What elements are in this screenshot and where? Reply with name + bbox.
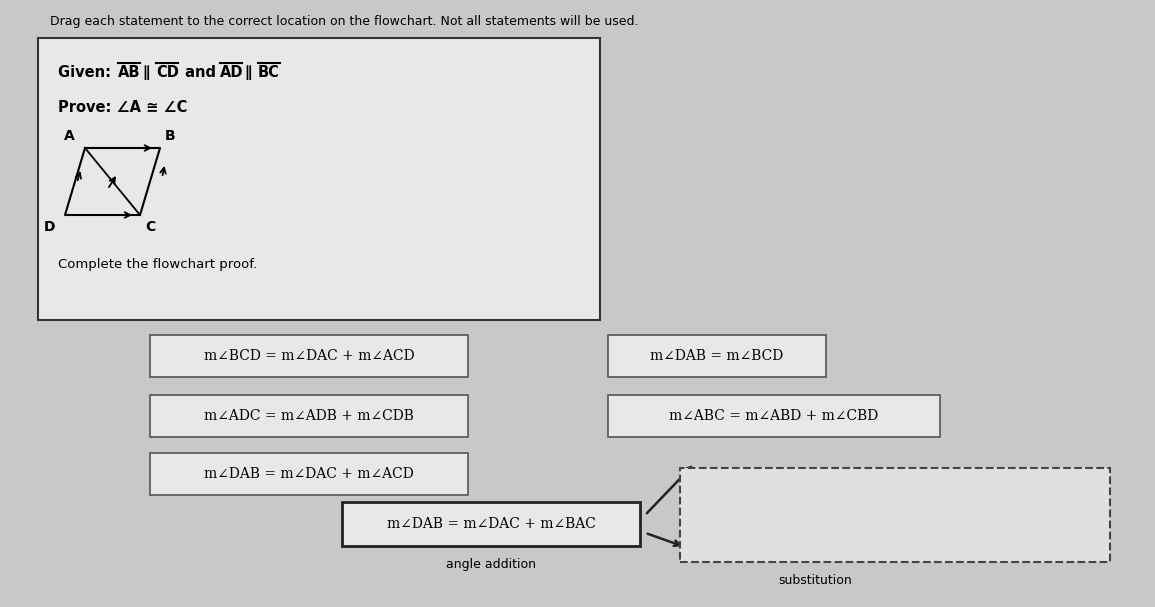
Text: m∠ABC = m∠ABD + m∠CBD: m∠ABC = m∠ABD + m∠CBD — [670, 409, 879, 423]
Text: Prove: ∠A ≅ ∠C: Prove: ∠A ≅ ∠C — [58, 100, 187, 115]
FancyBboxPatch shape — [150, 395, 468, 437]
FancyBboxPatch shape — [608, 395, 940, 437]
FancyBboxPatch shape — [680, 468, 1110, 562]
Text: ∥: ∥ — [142, 65, 149, 80]
Text: Complete the flowchart proof.: Complete the flowchart proof. — [58, 258, 258, 271]
FancyBboxPatch shape — [150, 335, 468, 377]
Text: and: and — [180, 65, 221, 80]
Text: AB: AB — [118, 65, 141, 80]
Text: BC: BC — [258, 65, 280, 80]
Text: m∠DAB = m∠BCD: m∠DAB = m∠BCD — [650, 349, 783, 363]
Text: m∠ADC = m∠ADB + m∠CDB: m∠ADC = m∠ADB + m∠CDB — [204, 409, 413, 423]
FancyBboxPatch shape — [150, 453, 468, 495]
Text: Given:: Given: — [58, 65, 117, 80]
Text: m∠DAB = m∠DAC + m∠BAC: m∠DAB = m∠DAC + m∠BAC — [387, 517, 596, 531]
Text: angle addition: angle addition — [446, 558, 536, 571]
Text: B: B — [165, 129, 176, 143]
Text: ∥: ∥ — [244, 65, 252, 80]
Text: CD: CD — [156, 65, 179, 80]
Text: substitution: substitution — [778, 574, 852, 587]
FancyBboxPatch shape — [608, 335, 826, 377]
Text: A: A — [65, 129, 75, 143]
Text: m∠DAB = m∠DAC + m∠ACD: m∠DAB = m∠DAC + m∠ACD — [204, 467, 413, 481]
Text: Drag each statement to the correct location on the flowchart. Not all statements: Drag each statement to the correct locat… — [50, 15, 639, 28]
FancyBboxPatch shape — [38, 38, 599, 320]
Text: m∠BCD = m∠DAC + m∠ACD: m∠BCD = m∠DAC + m∠ACD — [203, 349, 415, 363]
FancyBboxPatch shape — [342, 502, 640, 546]
Text: AD: AD — [219, 65, 244, 80]
Text: D: D — [44, 220, 55, 234]
Text: C: C — [146, 220, 155, 234]
